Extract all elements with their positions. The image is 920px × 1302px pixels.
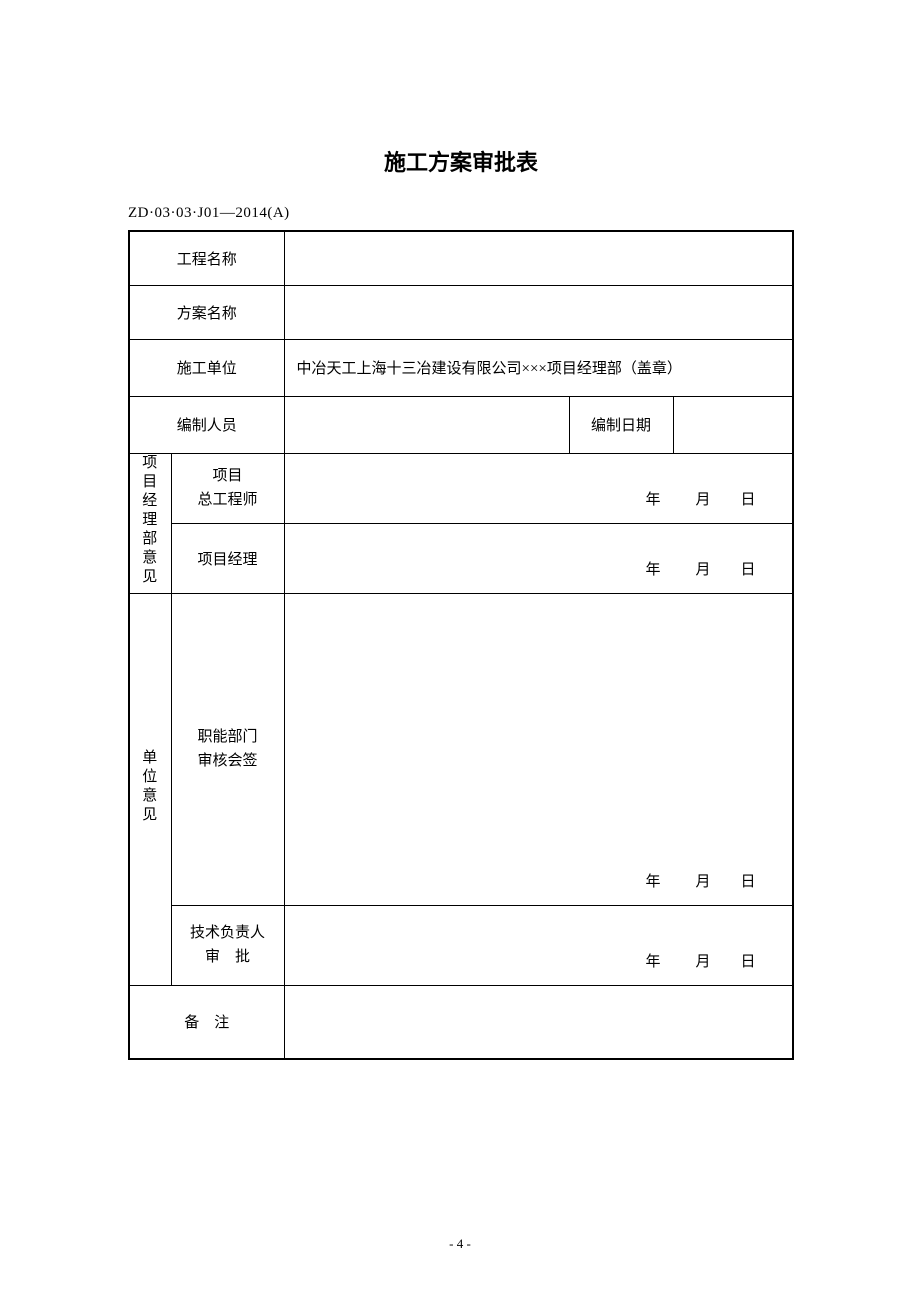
label-construction-unit: 施工单位 <box>129 339 284 396</box>
value-compile-date <box>673 396 793 453</box>
label-unit-opinion: 单位意见 <box>129 593 171 985</box>
label-compiler: 编制人员 <box>129 396 284 453</box>
value-project-name <box>284 231 793 285</box>
value-chief-engineer: 年月日 <box>284 453 793 523</box>
page-number: - 4 - <box>0 1236 920 1252</box>
label-pm-opinion: 项目经理部意见 <box>129 453 171 593</box>
value-project-manager: 年月日 <box>284 523 793 593</box>
label-remarks: 备 注 <box>129 985 284 1059</box>
label-chief-engineer: 项目总工程师 <box>171 453 284 523</box>
label-tech-lead: 技术负责人审 批 <box>171 905 284 985</box>
value-remarks <box>284 985 793 1059</box>
document-code: ZD·03·03·J01—2014(A) <box>128 205 794 222</box>
document-title: 施工方案审批表 <box>128 145 794 177</box>
value-dept-review: 年月日 <box>284 593 793 905</box>
label-dept-review: 职能部门审核会签 <box>171 593 284 905</box>
label-compile-date: 编制日期 <box>569 396 673 453</box>
value-plan-name <box>284 285 793 339</box>
label-plan-name: 方案名称 <box>129 285 284 339</box>
value-tech-lead: 年月日 <box>284 905 793 985</box>
value-compiler <box>284 396 569 453</box>
label-project-manager: 项目经理 <box>171 523 284 593</box>
approval-table: 工程名称 方案名称 施工单位 中冶天工上海十三冶建设有限公司×××项目经理部（盖… <box>128 230 794 1060</box>
value-construction-unit: 中冶天工上海十三冶建设有限公司×××项目经理部（盖章） <box>284 339 793 396</box>
label-project-name: 工程名称 <box>129 231 284 285</box>
